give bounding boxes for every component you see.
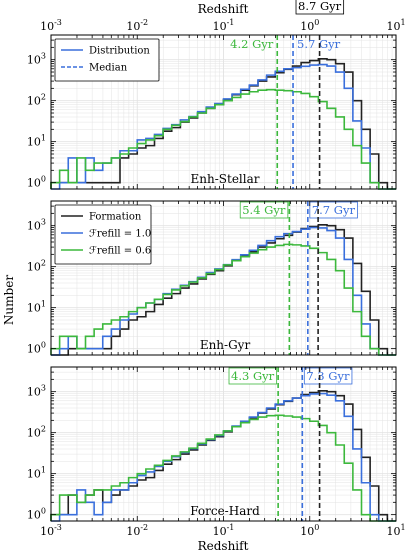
- x-tick-label-top: 100: [300, 18, 319, 33]
- legend: Formation ℱrefill = 1.0 ℱrefill = 0.6: [54, 204, 152, 265]
- y-tick-label: 100: [27, 341, 46, 356]
- y-tick-label: 102: [27, 259, 46, 274]
- y-tick-label: 100: [27, 175, 46, 190]
- y-tick-label: 103: [27, 52, 46, 67]
- bottom-x-axis-label: Redshift: [198, 539, 249, 553]
- legend-label: Median: [89, 63, 128, 74]
- top-x-axis-label: Redshift: [198, 2, 249, 16]
- y-tick-label: 103: [27, 384, 46, 399]
- y-tick-label: 102: [27, 425, 46, 440]
- median-label-box-fr10: [303, 367, 353, 385]
- x-tick-label-bottom: 100: [300, 523, 319, 538]
- histogram-fr06: [50, 243, 396, 356]
- ticks: [50, 366, 397, 521]
- ticks: [50, 200, 397, 355]
- x-tick-label-bottom: 10-1: [213, 523, 235, 538]
- legend-label: Distribution: [89, 46, 150, 57]
- panel-name: Enh-Gyr: [200, 338, 251, 352]
- median-label-formation: 8.7 Gyr: [298, 0, 342, 13]
- y-tick-label: 100: [27, 507, 46, 522]
- panel-enh-gyr: 5.4 Gyr 7.7 Gyr 100 101 102 103 Enh-Gyr Formati…: [27, 200, 397, 356]
- y-tick-label: 101: [27, 300, 46, 315]
- histogram-fr06: [50, 88, 396, 190]
- legend-label: ℱrefill = 1.0: [89, 229, 151, 240]
- x-tick-label-bottom: 10-3: [40, 523, 62, 538]
- median-label-fr06: 5.4 Gyr: [242, 203, 286, 217]
- median-label-box-formation: [295, 0, 345, 15]
- x-tick-label-top: 10-3: [40, 18, 62, 33]
- median-label-fr10: 7.3 Gyr: [306, 369, 350, 383]
- median-label-box-fr06: [239, 201, 289, 219]
- legend-label: ℱrefill = 0.6: [89, 246, 151, 257]
- panel-name: Force-Hard: [190, 504, 260, 518]
- y-tick-label: 103: [27, 218, 46, 233]
- y-axis-label: Number: [2, 275, 16, 325]
- y-tick-label: 101: [27, 134, 46, 149]
- median-label-fr06: 4.3 Gyr: [231, 369, 275, 383]
- x-tick-label-bottom: 10-2: [126, 523, 148, 538]
- median-label-box-fr10: [309, 201, 358, 219]
- legend-label: Formation: [89, 212, 142, 223]
- y-tick-label: 102: [27, 93, 46, 108]
- median-label-fr10: 7.7 Gyr: [312, 203, 356, 217]
- y-tick-label: 101: [27, 466, 46, 481]
- legend: Distribution Median: [54, 38, 160, 82]
- median-label-fr06: 4.2 Gyr: [230, 37, 274, 51]
- x-tick-label-bottom: 101: [386, 523, 405, 538]
- median-label-box-fr06: [228, 367, 278, 385]
- panel-name: Enh-Stellar: [191, 172, 260, 186]
- panel-force-hard: 4.3 Gyr 7.3 Gyr 100 101 102 103 10-3 10-2 10-1 10…: [27, 366, 406, 538]
- ticks: [50, 34, 397, 189]
- x-tick-label-top: 10-1: [213, 18, 235, 33]
- histogram-fr06: [50, 414, 396, 522]
- x-tick-label-top: 10-2: [126, 18, 148, 33]
- x-tick-label-top: 101: [386, 18, 405, 33]
